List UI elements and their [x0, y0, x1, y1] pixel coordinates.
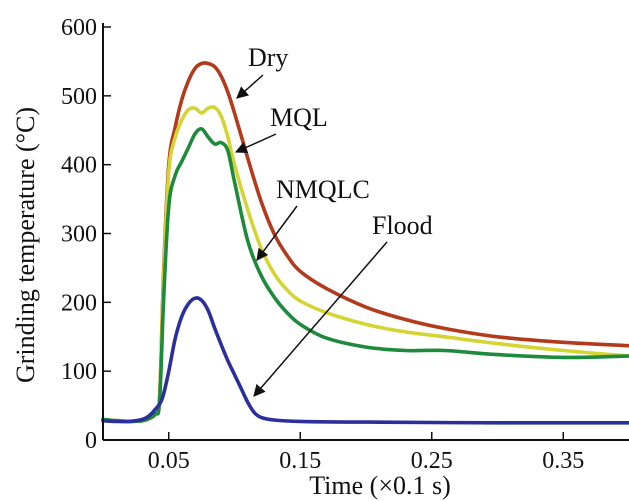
- y-axis-title: Grinding temperature (°C): [11, 107, 40, 383]
- x-tick-label: 0.05: [148, 448, 190, 474]
- series-line-mql: [101, 105, 629, 424]
- y-tick-label: 0: [85, 428, 97, 454]
- annotation-arrow-nmqlc: [256, 205, 298, 261]
- x-tick-label: 0.35: [542, 448, 584, 474]
- annotation-dry: Dry: [248, 43, 288, 72]
- annotation-arrow-dry: [236, 74, 264, 99]
- annotation-mql: MQL: [270, 103, 328, 132]
- y-tick-label: 600: [61, 15, 97, 41]
- x-tick-label: 0.25: [411, 448, 453, 474]
- annotation-nmqlc: NMQLC: [276, 175, 370, 204]
- y-tick-label: 100: [61, 359, 97, 385]
- x-tick-label: 0.15: [279, 448, 321, 474]
- axes-layer: 0 100 200 300 400 500 600 0.05 0.15 0.25 0.35: [61, 15, 629, 474]
- y-tick-label: 500: [61, 84, 97, 110]
- series-line-flood: [101, 296, 629, 425]
- y-tick-label: 200: [61, 290, 97, 316]
- annotation-flood: Flood: [372, 211, 433, 240]
- series-layer: [101, 61, 629, 425]
- series-line-nmqlc: [101, 127, 629, 424]
- annotation-arrow-flood: [253, 241, 388, 397]
- x-axis-title: Time (×0.1 s): [309, 471, 451, 500]
- y-tick-label: 300: [61, 222, 97, 248]
- annotation-arrow-mql: [234, 133, 277, 154]
- labels-layer: Grinding temperature (°C) Time (×0.1 s): [11, 107, 451, 500]
- y-tick-label: 400: [61, 153, 97, 179]
